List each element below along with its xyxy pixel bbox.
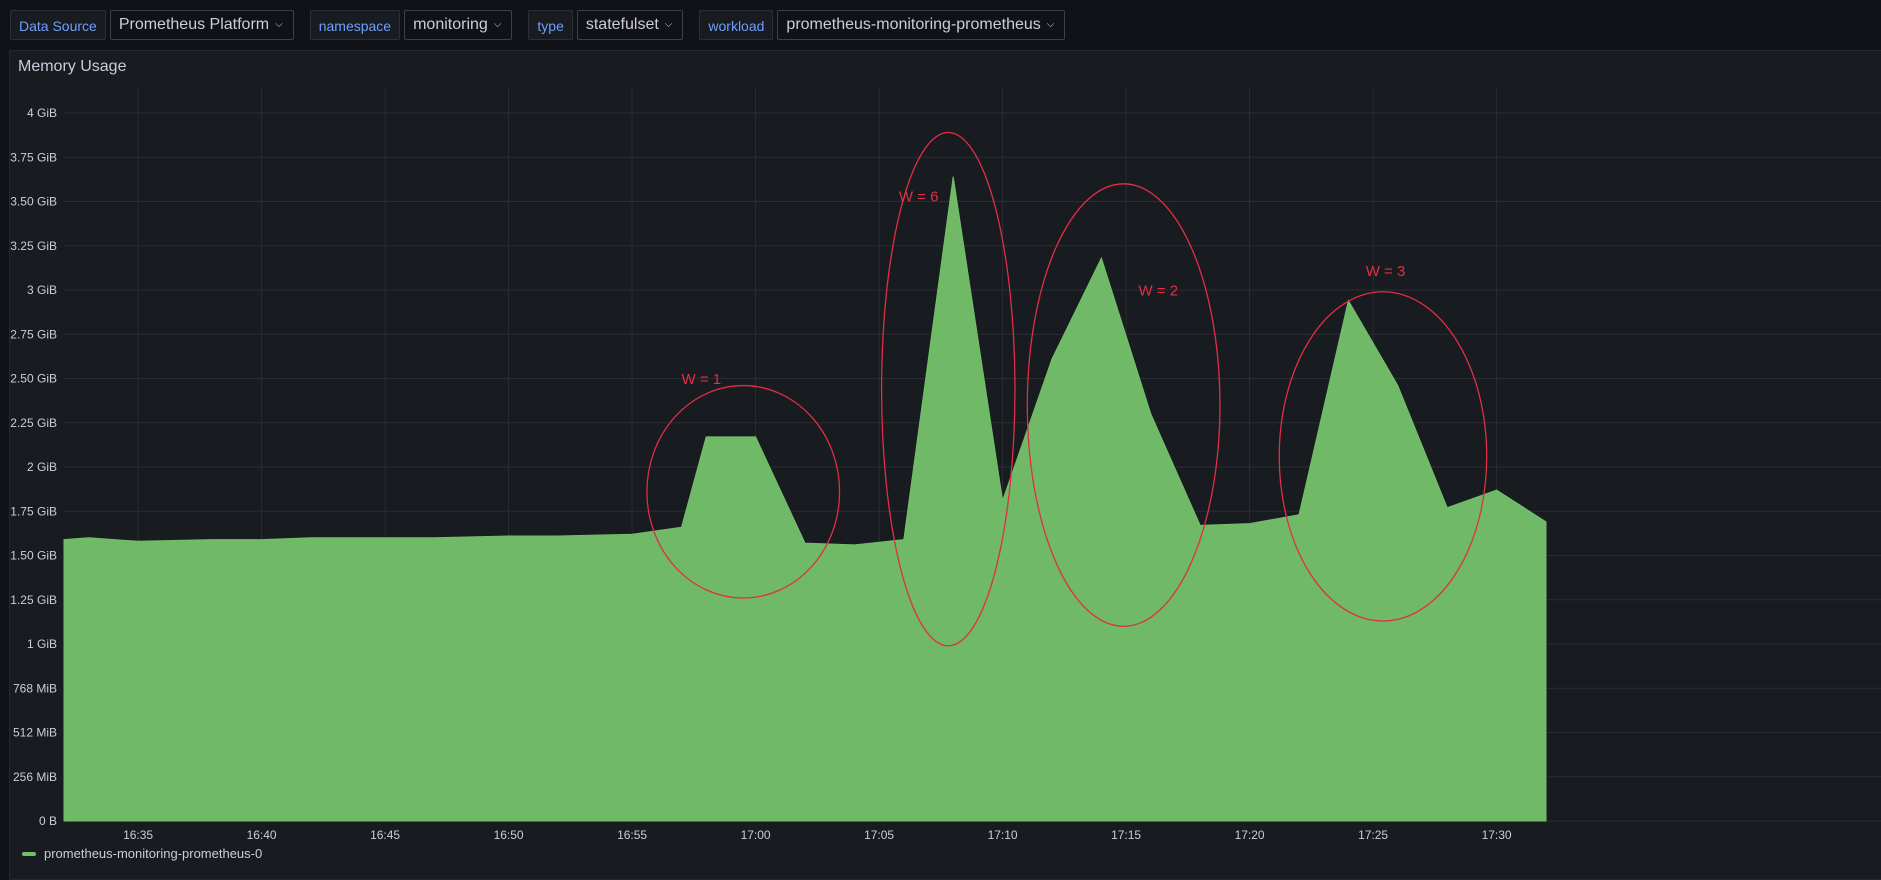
x-tick-label: 17:20 <box>1235 828 1265 842</box>
chevron-down-icon: ⌵ <box>665 11 673 39</box>
chevron-down-icon: ⌵ <box>494 11 502 39</box>
y-tick-label: 3.75 GiB <box>10 150 57 164</box>
type-value: statefulset <box>586 11 659 39</box>
y-tick-label: 1.50 GiB <box>10 549 57 563</box>
x-tick-label: 16:55 <box>617 828 647 842</box>
y-tick-label: 3 GiB <box>27 283 57 297</box>
series-area <box>64 177 1546 821</box>
y-tick-label: 0 B <box>39 814 57 828</box>
y-tick-label: 512 MiB <box>13 726 57 740</box>
variable-label: namespace <box>310 10 400 40</box>
variable-label: type <box>528 10 572 40</box>
y-tick-label: 4 GiB <box>27 106 57 120</box>
y-tick-label: 1.25 GiB <box>10 593 57 607</box>
y-tick-label: 1.75 GiB <box>10 504 57 518</box>
workload-select[interactable]: prometheus-monitoring-prometheus ⌵ <box>777 10 1065 40</box>
x-tick-label: 17:00 <box>741 828 771 842</box>
namespace-value: monitoring <box>413 11 488 39</box>
variable-workload: workload prometheus-monitoring-prometheu… <box>699 10 1065 40</box>
y-tick-label: 2.25 GiB <box>10 416 57 430</box>
variable-datasource: Data Source Prometheus Platform ⌵ <box>10 10 294 40</box>
type-select[interactable]: statefulset ⌵ <box>577 10 684 40</box>
y-tick-label: 2.75 GiB <box>10 327 57 341</box>
workload-value: prometheus-monitoring-prometheus <box>786 11 1040 39</box>
variable-type: type statefulset ⌵ <box>528 10 683 40</box>
x-tick-label: 16:50 <box>494 828 524 842</box>
chevron-down-icon: ⌵ <box>275 11 283 39</box>
annotation-label: W = 2 <box>1138 282 1178 299</box>
legend[interactable]: prometheus-monitoring-prometheus-0 <box>22 846 262 861</box>
y-tick-label: 2.50 GiB <box>10 372 57 386</box>
x-tick-label: 17:05 <box>864 828 894 842</box>
x-tick-label: 16:45 <box>370 828 400 842</box>
x-tick-label: 17:10 <box>988 828 1018 842</box>
y-tick-label: 2 GiB <box>27 460 57 474</box>
y-tick-label: 256 MiB <box>13 770 57 784</box>
annotation-label: W = 6 <box>899 189 939 206</box>
datasource-value: Prometheus Platform <box>119 11 269 39</box>
x-tick-label: 17:25 <box>1358 828 1388 842</box>
chevron-down-icon: ⌵ <box>1047 11 1055 39</box>
y-tick-label: 3.50 GiB <box>10 195 57 209</box>
legend-swatch <box>22 852 36 856</box>
x-tick-label: 17:15 <box>1111 828 1141 842</box>
variables-bar: Data Source Prometheus Platform ⌵ namesp… <box>0 0 1881 50</box>
legend-label: prometheus-monitoring-prometheus-0 <box>44 846 262 861</box>
x-tick-label: 16:40 <box>247 828 277 842</box>
memory-usage-chart[interactable]: 0 B 256 MiB 512 MiB 768 MiB 1 GiB 1.25 GiB 1.5… <box>10 51 1881 871</box>
datasource-select[interactable]: Prometheus Platform ⌵ <box>110 10 294 40</box>
annotation-label: W = 3 <box>1366 263 1406 280</box>
annotation-label: W = 1 <box>682 371 722 388</box>
namespace-select[interactable]: monitoring ⌵ <box>404 10 512 40</box>
y-tick-label: 3.25 GiB <box>10 239 57 253</box>
variable-label: Data Source <box>10 10 106 40</box>
variable-label: workload <box>699 10 773 40</box>
x-tick-label: 16:35 <box>123 828 153 842</box>
variable-namespace: namespace monitoring ⌵ <box>310 10 513 40</box>
y-tick-label: 1 GiB <box>27 637 57 651</box>
y-tick-label: 768 MiB <box>13 681 57 695</box>
x-tick-label: 17:30 <box>1482 828 1512 842</box>
